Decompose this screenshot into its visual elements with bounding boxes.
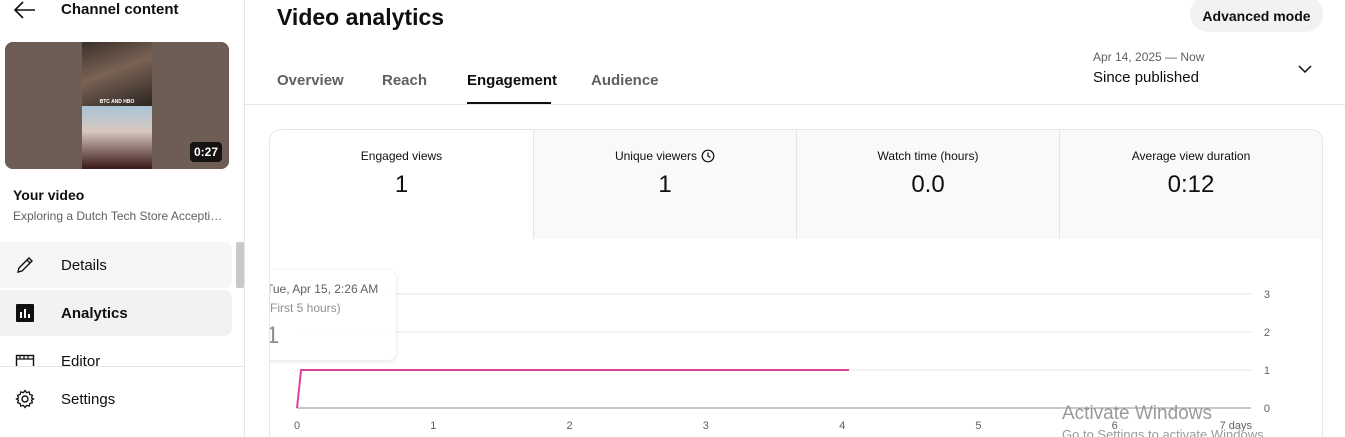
tab-reach[interactable]: Reach (382, 72, 428, 89)
chevron-down-icon (1298, 65, 1312, 74)
tab-engagement[interactable]: Engagement (467, 72, 558, 89)
metric-value: 1 (658, 171, 672, 198)
editor-icon (15, 354, 35, 366)
back-arrow-icon[interactable] (13, 0, 37, 20)
watermark-subtitle: Go to Settings to activate Windows. (1062, 427, 1268, 437)
y-tick-label: 2 (1264, 327, 1270, 339)
sidebar-item-editor[interactable]: Editor (0, 338, 232, 366)
metrics-card: Engaged views 1 Unique viewers 1 Watch t… (269, 129, 1323, 437)
x-tick-label: 0 (294, 420, 300, 432)
date-range-label: Since published (1093, 69, 1199, 86)
analytics-icon (16, 304, 34, 322)
page-title: Video analytics (277, 4, 445, 30)
metric-label: Unique viewers (614, 149, 698, 163)
y-tick-label: 1 (1264, 365, 1270, 377)
metric-value: 0:12 (1167, 171, 1215, 198)
tooltip-note: (First 5 hours) (269, 301, 341, 315)
y-tick-label: 3 (1264, 289, 1270, 301)
tab-overview[interactable]: Overview (277, 72, 344, 89)
x-tick-label: 5 (975, 420, 981, 432)
tooltip-value: 1 (270, 322, 279, 350)
metric-watch-time[interactable]: Watch time (hours) 0.0 (796, 130, 1059, 239)
sidebar-header: Channel content (0, 0, 245, 22)
date-range-dates: Apr 14, 2025 — Now (1093, 50, 1205, 64)
watermark-title: Activate Windows (1062, 403, 1212, 424)
video-title: Exploring a Dutch Tech Store Accepting B… (13, 209, 228, 223)
pencil-icon (17, 257, 33, 273)
sidebar-item-label: Analytics (61, 304, 128, 322)
activate-windows-watermark: Activate Windows Go to Settings to activ… (1062, 403, 1267, 437)
main-content: Video analytics Advanced mode Overview R… (245, 0, 1345, 437)
sidebar-item-details[interactable]: Details (0, 242, 232, 288)
thumbnail-top-frame (82, 42, 152, 106)
y-tick-label: 0 (1264, 403, 1270, 415)
metric-label-row: Unique viewers (534, 149, 796, 163)
tooltip-date: Tue, Apr 15, 2:26 AM (269, 282, 379, 296)
sidebar-item-label: Settings (61, 390, 116, 408)
metric-average-view-duration[interactable]: Average view duration 0:12 (1059, 130, 1322, 239)
metric-engaged-views[interactable]: Engaged views 1 (270, 130, 533, 239)
x-tick-label: 2 (567, 420, 573, 432)
thumbnail-bottom-frame (82, 106, 152, 169)
x-tick-label: 3 (703, 420, 709, 432)
video-thumbnail[interactable]: BTC AND HBO 0:27 (5, 42, 229, 169)
metric-label: Engaged views (360, 149, 443, 163)
chart-tooltip: Tue, Apr 15, 2:26 AM (First 5 hours) 1 (269, 270, 396, 360)
series-line (296, 369, 849, 409)
x-tick-label: 7 days (1220, 420, 1253, 432)
x-tick-label: 4 (839, 420, 845, 432)
metric-unique-viewers[interactable]: Unique viewers 1 (533, 130, 796, 239)
metric-label: Watch time (hours) (877, 149, 979, 163)
clock-icon[interactable] (701, 149, 715, 163)
active-tab-indicator (467, 102, 551, 104)
tab-audience[interactable]: Audience (591, 72, 659, 89)
sidebar-item-analytics[interactable]: Analytics (0, 290, 232, 336)
sidebar: Channel content BTC AND HBO 0:27 Your vi… (0, 0, 245, 437)
metric-value: 0.0 (911, 171, 945, 198)
thumbnail-caption: BTC AND HBO (99, 99, 135, 105)
gear-icon (15, 389, 35, 409)
sidebar-item-settings[interactable]: Settings (0, 376, 232, 422)
your-video-label: Your video (13, 187, 85, 203)
metric-label: Average view duration (1131, 149, 1251, 163)
engagement-line-chart[interactable]: 0 1 2 3 0 1 2 3 4 5 6 7 days (270, 239, 1323, 437)
sidebar-scrollbar[interactable] (236, 242, 244, 288)
video-duration-badge: 0:27 (189, 142, 222, 162)
date-range-selector[interactable]: Apr 14, 2025 — Now Since published (1093, 50, 1323, 92)
thumbnail-blur-left (5, 42, 82, 169)
thumbnail-frame: BTC AND HBO (82, 42, 152, 169)
sidebar-item-label: Editor (61, 353, 101, 366)
advanced-mode-button[interactable]: Advanced mode (1190, 0, 1323, 32)
tabs-divider (245, 104, 1345, 105)
sidebar-title: Channel content (61, 1, 179, 18)
x-tick-label: 1 (430, 420, 436, 432)
sidebar-divider (0, 366, 244, 367)
x-tick-label: 6 (1112, 420, 1118, 432)
metric-value: 1 (394, 171, 409, 198)
sidebar-item-label: Details (61, 256, 107, 274)
